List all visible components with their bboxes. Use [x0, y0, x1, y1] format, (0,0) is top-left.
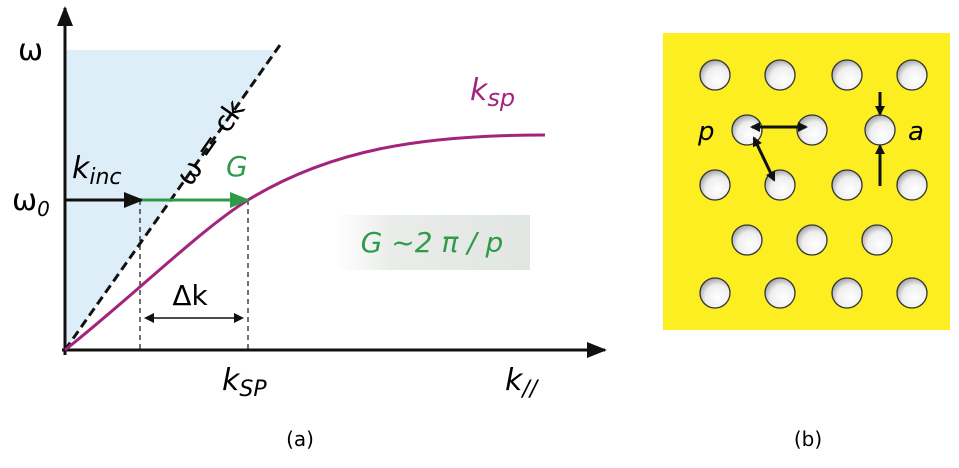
hole: [765, 60, 795, 90]
hole: [700, 170, 730, 200]
hole: [862, 225, 892, 255]
hole: [765, 170, 795, 200]
symbol: k: [470, 73, 489, 108]
g-label: G: [226, 150, 248, 183]
hole: [897, 170, 927, 200]
subscript: SP: [239, 377, 267, 402]
x-axis-label: k//: [505, 363, 540, 402]
panel-b: p a (b): [663, 33, 950, 451]
hole: [865, 115, 895, 145]
hole: [832, 278, 862, 308]
symbol: ω: [12, 183, 37, 218]
hole: [832, 60, 862, 90]
hole: [797, 225, 827, 255]
k-sp-curve-label: ksp: [470, 73, 515, 112]
delta-k-label: Δk: [172, 279, 208, 312]
hole: [700, 278, 730, 308]
caption: (a): [286, 427, 314, 451]
pitch-label: p: [697, 117, 715, 147]
k-sp-label: kSP: [222, 363, 267, 402]
symbol: k: [222, 363, 241, 398]
y-axis-label: ω: [18, 33, 43, 68]
subscript: 0: [37, 197, 50, 221]
hole: [897, 60, 927, 90]
hole: [832, 170, 862, 200]
subscript: inc: [89, 165, 121, 190]
formula: G ~2 π / p: [361, 226, 504, 259]
diameter-label: a: [908, 117, 924, 147]
panel-a: ω ω0 kinc ω = ck G ksp G ~2 π / p Δk kSP…: [12, 8, 605, 451]
subscript: sp: [487, 84, 515, 112]
page: {"panel_a": { "y_axis_label": "ω", "omeg…: [0, 0, 959, 468]
omega0-label: ω0: [12, 183, 50, 221]
symbol: k: [505, 363, 524, 398]
caption: (b): [794, 427, 822, 451]
hole: [765, 278, 795, 308]
hole: [700, 60, 730, 90]
hole: [797, 115, 827, 145]
hole: [897, 278, 927, 308]
hole: [732, 225, 762, 255]
figure: ω ω0 kinc ω = ck G ksp G ~2 π / p Δk kSP…: [0, 0, 959, 464]
symbol: k: [72, 151, 91, 186]
subscript: //: [520, 377, 539, 402]
hole: [732, 115, 762, 145]
